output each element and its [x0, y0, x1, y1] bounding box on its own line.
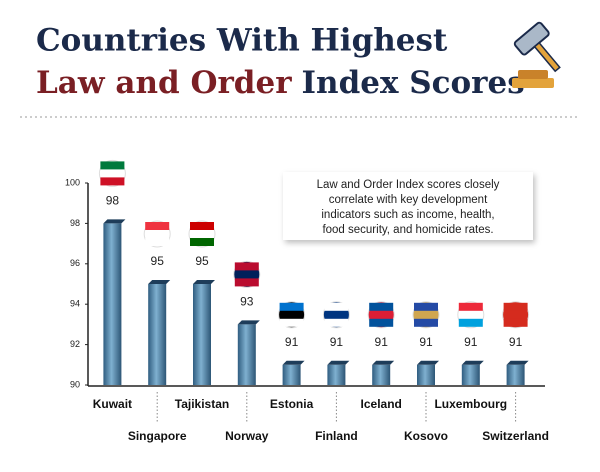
flag-stripe	[234, 262, 259, 271]
x-tick-label: Norway	[225, 429, 269, 443]
flag-stripe	[503, 302, 528, 311]
flag-stripe	[100, 161, 125, 170]
bar	[506, 364, 525, 385]
x-tick-label: Kosovo	[404, 429, 448, 443]
annotation-text: indicators such as income, health,	[321, 209, 494, 221]
x-tick-label: Kuwait	[93, 397, 132, 411]
flag-stripe	[414, 302, 438, 311]
value-label: 91	[330, 335, 344, 349]
bar	[193, 284, 211, 385]
bar-top	[103, 219, 126, 224]
bar	[148, 284, 167, 385]
value-label: 91	[285, 335, 299, 349]
gavel-icon	[512, 21, 561, 88]
x-tick-label: Singapore	[128, 429, 187, 443]
bar-top	[193, 280, 215, 284]
x-tick-label: Luxembourg	[434, 397, 507, 411]
flag-stripe	[145, 222, 170, 230]
flag-stripe	[234, 278, 259, 287]
flag-stripe	[324, 318, 349, 327]
value-label: 91	[464, 335, 478, 349]
x-tick-label: Iceland	[361, 397, 402, 411]
bar-top	[506, 360, 529, 365]
flag-stripe	[279, 302, 304, 311]
x-tick-label: Switzerland	[482, 429, 549, 443]
value-label: 95	[151, 254, 165, 268]
bar	[372, 364, 391, 385]
flag-stripe	[369, 318, 394, 327]
annotation-text: food security, and homicide rates.	[322, 224, 493, 236]
annotation-text: correlate with key development	[329, 194, 488, 206]
y-tick-label: 94	[70, 299, 80, 309]
flag-stripe	[503, 318, 528, 327]
annotation-box	[283, 172, 533, 240]
flag-stripe	[458, 318, 483, 327]
x-tick-label: Finland	[315, 429, 358, 443]
flag-stripe	[190, 222, 214, 230]
y-tick-label: 98	[70, 218, 80, 228]
value-label: 91	[509, 335, 523, 349]
y-tick-label: 92	[70, 339, 80, 349]
bar-top	[461, 360, 484, 365]
flag-stripe	[458, 302, 483, 311]
bar	[103, 223, 122, 385]
y-tick-label: 90	[70, 379, 80, 389]
bar	[282, 364, 301, 385]
title: Law and Order Index Scores	[36, 65, 525, 101]
flag-stripe	[190, 238, 214, 246]
value-label: 91	[419, 335, 433, 349]
title-part: Law and Order	[36, 65, 292, 101]
bar-top	[237, 320, 260, 325]
flag-stripe	[279, 318, 304, 327]
flag-stripe	[324, 302, 349, 311]
flag-stripe	[414, 318, 438, 327]
title-part: Index Scores	[302, 65, 525, 101]
flag-stripe	[369, 302, 394, 311]
value-label: 93	[240, 295, 254, 309]
bar	[461, 364, 480, 385]
y-tick-label: 100	[65, 177, 80, 187]
value-label: 98	[106, 194, 120, 208]
y-tick-label: 96	[70, 258, 80, 268]
bar-top	[417, 360, 439, 365]
bar-top	[327, 360, 350, 365]
bar	[327, 364, 346, 385]
bar-top	[282, 360, 305, 365]
bar-top	[372, 360, 395, 365]
annotation-text: Law and Order Index scores closely	[317, 179, 500, 191]
bar-top	[148, 280, 171, 284]
x-tick-label: Tajikistan	[175, 397, 229, 411]
value-label: 95	[195, 254, 209, 268]
flag-stripe	[100, 177, 125, 186]
bar	[417, 364, 435, 385]
x-tick-label: Estonia	[270, 397, 314, 411]
bar	[237, 324, 256, 385]
value-label: 91	[375, 335, 389, 349]
title: Countries With Highest	[36, 23, 448, 59]
flag-stripe	[145, 238, 170, 246]
